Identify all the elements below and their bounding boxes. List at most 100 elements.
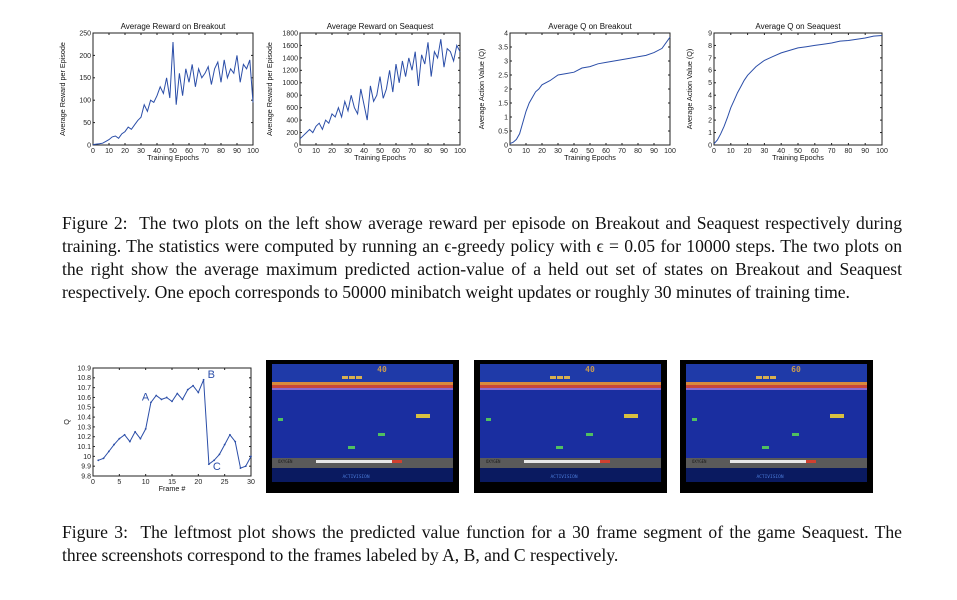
y-tick-label: 3 xyxy=(708,105,712,112)
x-tick-label: 70 xyxy=(828,148,836,155)
data-point xyxy=(186,388,189,391)
y-tick-label: 9 xyxy=(708,30,712,37)
x-tick-label: 80 xyxy=(845,148,853,155)
x-tick-label: 30 xyxy=(554,148,562,155)
seaquest-screenshot: 40 OXYGEN ACTIVISION xyxy=(474,360,667,493)
chart-seaquest-reward: Average Reward on Seaquest 0 10 20 30 40 50 60 7… xyxy=(265,22,466,162)
y-tick-label: 5 xyxy=(708,80,712,87)
y-tick-label: 10.3 xyxy=(77,424,91,431)
y-tick-label: 1.5 xyxy=(498,100,508,107)
oxygen-bar-low xyxy=(392,460,402,463)
seaquest-frame: 40 OXYGEN ACTIVISION xyxy=(272,364,453,482)
x-tick-label: 0 xyxy=(508,148,512,155)
x-tick-label: 30 xyxy=(344,148,352,155)
chart-title: Average Reward on Seaquest xyxy=(327,22,434,31)
x-tick-label: 20 xyxy=(121,148,129,155)
score-text: 40 xyxy=(585,365,595,374)
y-tick-label: 2.5 xyxy=(498,72,508,79)
data-point xyxy=(202,378,205,381)
y-tick-label: 8 xyxy=(708,43,712,50)
data-point xyxy=(150,401,152,404)
sunset-band xyxy=(272,385,453,388)
horizon xyxy=(686,388,867,390)
figure3-caption-text: The leftmost plot shows the predicted va… xyxy=(62,522,902,565)
data-point xyxy=(118,437,121,440)
player-submarine xyxy=(830,414,844,418)
shark xyxy=(556,446,563,449)
data-point xyxy=(171,400,173,403)
chart-title: Average Q on Seaquest xyxy=(755,22,841,31)
x-tick-label: 70 xyxy=(201,148,209,155)
x-tick-label: 50 xyxy=(169,148,177,155)
player-submarine xyxy=(624,414,638,418)
horizon xyxy=(480,388,661,390)
reserve-sub xyxy=(342,376,348,379)
player-submarine xyxy=(416,414,430,418)
data-point xyxy=(97,459,100,462)
y-tick-label: 3 xyxy=(504,58,508,65)
data-point xyxy=(223,443,226,446)
x-tick-label: 5 xyxy=(117,479,121,486)
y-tick-label: 10.2 xyxy=(77,434,91,441)
seaquest-frame: 60 OXYGEN ACTIVISION xyxy=(686,364,867,482)
sunset-band xyxy=(272,382,453,385)
y-tick-label: 1800 xyxy=(282,30,298,37)
series-line xyxy=(713,35,883,145)
water xyxy=(272,390,453,458)
reserve-sub xyxy=(770,376,776,379)
oxygen-bar xyxy=(316,460,392,463)
y-tick-label: 10.1 xyxy=(77,444,91,451)
x-tick-label: 20 xyxy=(328,148,336,155)
y-tick-label: 10.8 xyxy=(77,375,91,382)
y-tick-label: 1200 xyxy=(282,68,298,75)
y-tick-label: 10 xyxy=(83,454,91,461)
y-tick-label: 50 xyxy=(83,120,91,127)
x-tick-label: 25 xyxy=(221,479,229,486)
x-tick-label: 70 xyxy=(408,148,416,155)
shark xyxy=(378,433,385,436)
data-point xyxy=(207,463,210,466)
reserve-sub xyxy=(763,376,769,379)
reserve-sub xyxy=(349,376,355,379)
y-tick-label: 800 xyxy=(286,93,298,100)
x-tick-label: 90 xyxy=(440,148,448,155)
x-tick-label: 60 xyxy=(602,148,610,155)
data-point xyxy=(113,443,115,446)
x-tick-label: 50 xyxy=(794,148,802,155)
x-tick-label: 30 xyxy=(137,148,145,155)
chart-title: Average Q on Breakout xyxy=(548,22,632,31)
data-point xyxy=(123,433,126,436)
x-tick-label: 50 xyxy=(586,148,594,155)
data-point xyxy=(229,433,231,436)
score-text: 60 xyxy=(791,365,801,374)
x-tick-label: 90 xyxy=(650,148,658,155)
x-tick-label: 0 xyxy=(712,148,716,155)
hud-bar xyxy=(272,468,453,482)
annotation-label: A xyxy=(142,391,150,403)
water xyxy=(686,390,867,458)
x-tick-label: 80 xyxy=(217,148,225,155)
data-point xyxy=(160,398,163,401)
x-tick-label: 90 xyxy=(233,148,241,155)
data-point xyxy=(102,457,105,460)
x-tick-label: 60 xyxy=(811,148,819,155)
y-tick-label: 9.9 xyxy=(81,464,91,471)
chart-title: Average Reward on Breakout xyxy=(121,22,227,31)
data-point xyxy=(234,440,237,443)
y-tick-label: 150 xyxy=(79,75,91,82)
y-tick-label: 0 xyxy=(294,142,298,149)
figure3-caption-label: Figure 3: xyxy=(62,522,128,542)
data-point xyxy=(192,384,194,387)
horizon xyxy=(272,388,453,390)
reserve-sub xyxy=(356,376,362,379)
sunset-band xyxy=(480,385,661,388)
shark xyxy=(762,446,769,449)
figure2-caption-label: Figure 2: xyxy=(62,213,128,233)
seaquest-screenshot: 60 OXYGEN ACTIVISION xyxy=(680,360,873,493)
x-axis-label: Training Epochs xyxy=(772,153,824,162)
x-tick-label: 90 xyxy=(861,148,869,155)
oxygen-bar-low xyxy=(806,460,816,463)
shark xyxy=(792,433,799,436)
series-line xyxy=(299,39,461,140)
annotation-label: C xyxy=(213,461,221,473)
